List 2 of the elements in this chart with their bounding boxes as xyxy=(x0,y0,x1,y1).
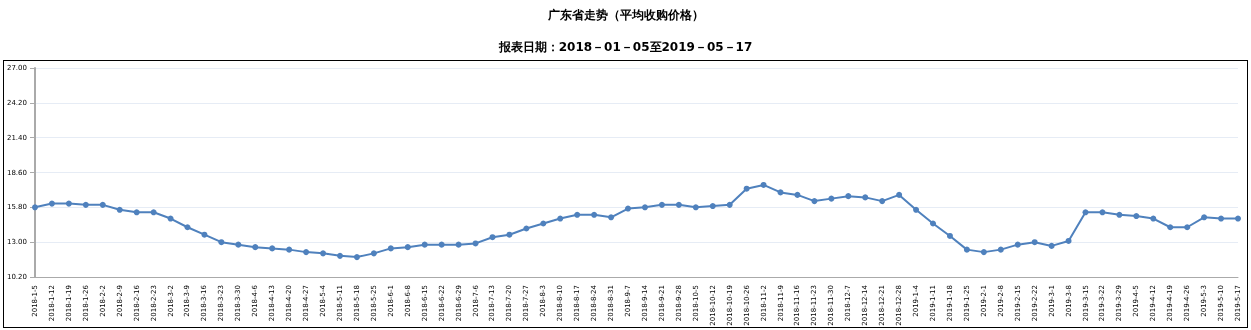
chart-title: 广东省走势（平均收购价格） xyxy=(546,8,704,22)
chart-subtitle: 报表日期：2018－01－05至2019－05－17 xyxy=(497,40,753,54)
